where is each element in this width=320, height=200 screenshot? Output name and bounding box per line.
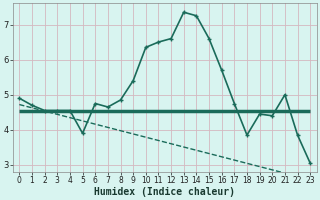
X-axis label: Humidex (Indice chaleur): Humidex (Indice chaleur)	[94, 186, 235, 197]
